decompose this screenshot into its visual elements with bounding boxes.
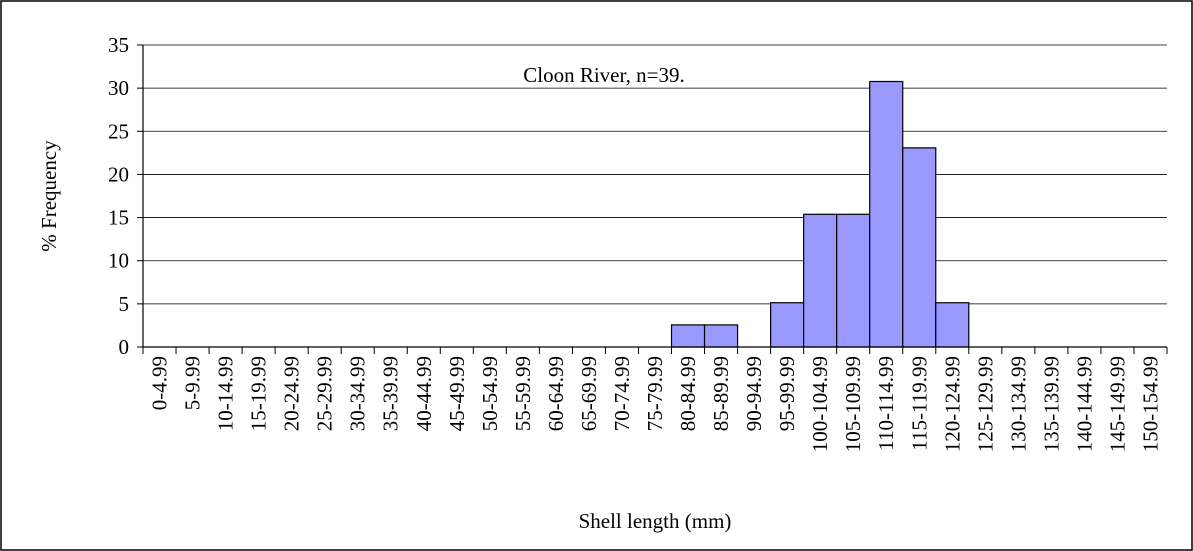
x-tick-label: 125-129.99 <box>973 356 997 452</box>
x-tick-label: 10-14.99 <box>214 356 238 431</box>
x-tick-label: 70-74.99 <box>610 356 634 431</box>
bar <box>803 213 838 348</box>
x-tick-label: 5-9.99 <box>181 356 205 410</box>
bar <box>770 302 805 348</box>
x-tick-label: 75-79.99 <box>643 356 667 431</box>
y-tick-label: 25 <box>108 119 129 143</box>
bar <box>836 213 871 348</box>
x-tick-label: 45-49.99 <box>445 356 469 431</box>
x-tick-label: 80-84.99 <box>676 356 700 431</box>
x-tick-label: 50-54.99 <box>478 356 502 431</box>
x-tick-label: 130-134.99 <box>1006 356 1030 452</box>
x-tick-label: 95-99.99 <box>775 356 799 431</box>
x-tick-label: 105-109.99 <box>841 356 865 452</box>
y-tick-label: 30 <box>108 76 129 100</box>
x-tick-label: 25-29.99 <box>313 356 337 431</box>
x-tick-label: 135-139.99 <box>1039 356 1063 452</box>
x-tick-label: 150-154.99 <box>1138 356 1162 452</box>
bar <box>902 147 937 348</box>
y-tick-label: 0 <box>119 335 130 359</box>
x-tick-label: 65-69.99 <box>577 356 601 431</box>
bar <box>670 324 706 348</box>
bar <box>869 80 904 348</box>
y-tick-label: 20 <box>108 162 129 186</box>
x-tick-label: 40-44.99 <box>412 356 436 431</box>
x-tick-label: 20-24.99 <box>280 356 304 431</box>
y-tick-label: 10 <box>108 249 129 273</box>
x-tick-label: 55-59.99 <box>511 356 535 431</box>
x-tick-label: 115-119.99 <box>907 356 931 451</box>
x-tick-label: 110-114.99 <box>874 356 898 451</box>
x-tick-label: 120-124.99 <box>940 356 964 452</box>
y-tick-label: 5 <box>119 292 130 316</box>
x-tick-label: 85-89.99 <box>709 356 733 431</box>
x-tick-label: 90-94.99 <box>742 356 766 431</box>
x-tick-label: 15-19.99 <box>247 356 271 431</box>
y-tick-label: 15 <box>108 206 129 230</box>
bar <box>935 302 970 348</box>
x-tick-label: 0-4.99 <box>148 356 172 410</box>
x-tick-label: 140-144.99 <box>1072 356 1096 452</box>
x-tick-label: 145-149.99 <box>1105 356 1129 452</box>
chart-title: Cloon River, n=39. <box>523 63 685 87</box>
x-tick-label: 30-34.99 <box>346 356 370 431</box>
y-tick-label: 35 <box>108 33 129 57</box>
x-axis-label: Shell length (mm) <box>579 509 732 533</box>
x-tick-label: 100-104.99 <box>808 356 832 452</box>
y-axis-label: % Frequency <box>37 140 61 252</box>
x-tick-label: 35-39.99 <box>379 356 403 431</box>
bar <box>703 324 739 348</box>
x-tick-label: 60-64.99 <box>544 356 568 431</box>
